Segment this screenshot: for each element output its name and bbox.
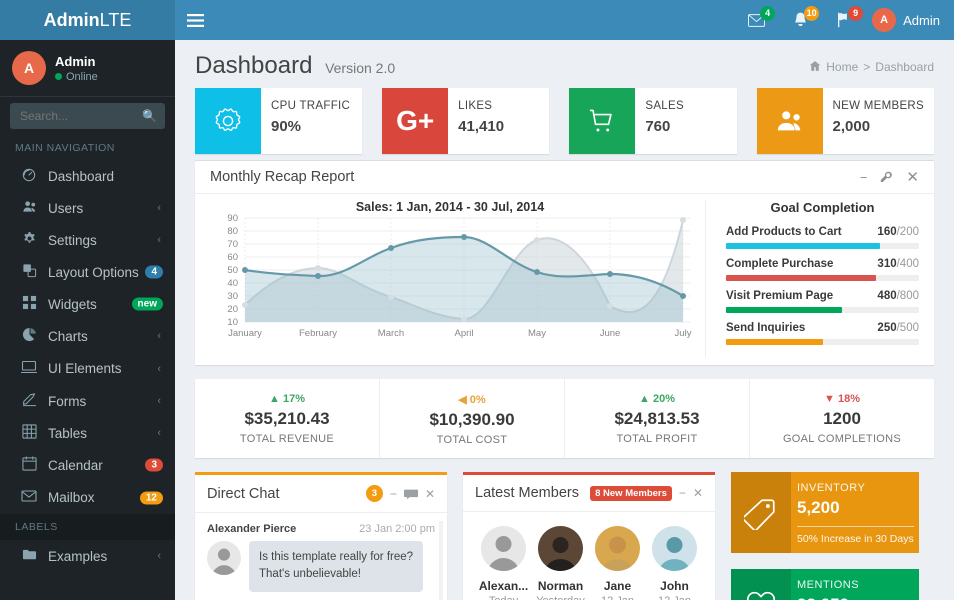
svg-text:March: March: [378, 328, 404, 339]
svg-text:May: May: [528, 328, 546, 339]
svg-text:70: 70: [227, 239, 238, 250]
svg-text:80: 80: [227, 226, 238, 237]
svg-text:February: February: [299, 328, 337, 339]
svg-text:90: 90: [227, 214, 238, 224]
svg-text:January: January: [228, 328, 262, 339]
svg-text:10: 10: [227, 317, 238, 328]
svg-text:60: 60: [227, 252, 238, 263]
svg-text:20: 20: [227, 304, 238, 315]
svg-text:July: July: [675, 328, 692, 339]
svg-text:30: 30: [227, 291, 238, 302]
svg-text:April: April: [454, 328, 473, 339]
svg-text:40: 40: [227, 278, 238, 289]
svg-text:June: June: [600, 328, 621, 339]
svg-text:50: 50: [227, 265, 238, 276]
